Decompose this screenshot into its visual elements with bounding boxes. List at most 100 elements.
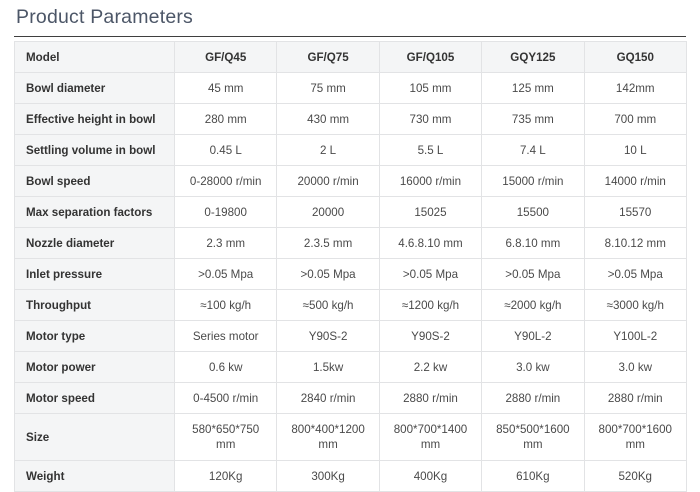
table-cell: 2.2 kw [378, 351, 483, 384]
column-header-2: GF/Q75 [276, 41, 380, 74]
table-cell: 610Kg [481, 460, 585, 492]
table-row: Bowl diameter 45 mm 75 mm 105 mm 125 mm 142mm [14, 72, 687, 105]
column-header-1: GF/Q45 [173, 41, 278, 74]
table-cell: 20000 [276, 196, 380, 229]
table-row: Weight 120Kg 300Kg 400Kg 610Kg 520Kg [14, 460, 687, 492]
table-cell: 15500 [481, 196, 585, 229]
table-cell: 120Kg [173, 460, 278, 492]
row-label: Throughput [14, 289, 175, 322]
column-header-model: Model [14, 41, 175, 74]
table-cell: 14000 r/min [583, 165, 687, 198]
row-label: Motor power [14, 351, 175, 384]
table-cell: 125 mm [481, 72, 585, 105]
table-cell: 800*700*1400 mm [378, 413, 483, 462]
table-cell: 520Kg [583, 460, 687, 492]
table-cell: 15025 [378, 196, 483, 229]
product-parameters-page: Product Parameters Model GF/Q45 GF/Q75 GF/Q… [14, 6, 687, 492]
table-cell: 0-19800 [173, 196, 278, 229]
table-cell: ≈500 kg/h [276, 289, 380, 322]
table-cell: 580*650*750 mm [173, 413, 278, 462]
table-cell: 15570 [583, 196, 687, 229]
table-cell: >0.05 Mpa [173, 258, 278, 291]
table-row: Effective height in bowl 280 mm 430 mm 730 … [14, 103, 687, 136]
row-label: Bowl diameter [14, 72, 175, 105]
table-row: Motor power 0.6 kw 1.5kw 2.2 kw 3.0 kw 3.0 kw [14, 351, 687, 384]
table-cell: 0-4500 r/min [173, 382, 278, 415]
table-row: Throughput ≈100 kg/h ≈500 kg/h ≈1200 kg/h ≈2… [14, 289, 687, 322]
table-cell: Y90S-2 [276, 320, 380, 353]
table-cell: ≈1200 kg/h [378, 289, 483, 322]
table-cell: 5.5 L [378, 134, 483, 167]
table-cell: >0.05 Mpa [276, 258, 380, 291]
table-cell: 75 mm [276, 72, 380, 105]
table-cell: 800*400*1200 mm [276, 413, 380, 462]
table-row: Motor type Series motor Y90S-2 Y90S-2 Y90L-2… [14, 320, 687, 353]
row-label: Motor speed [14, 382, 175, 415]
table-cell: 730 mm [378, 103, 483, 136]
table-cell: 2880 r/min [583, 382, 687, 415]
table-cell: >0.05 Mpa [378, 258, 483, 291]
table-row: Size 580*650*750 mm 800*400*1200 mm 800*700… [14, 413, 687, 462]
row-label: Motor type [14, 320, 175, 353]
table-row: Motor speed 0-4500 r/min 2840 r/min 2880 r/… [14, 382, 687, 415]
column-header-5: GQ150 [583, 41, 687, 74]
row-label: Inlet pressure [14, 258, 175, 291]
table-cell: 280 mm [173, 103, 278, 136]
table-body: Model GF/Q45 GF/Q75 GF/Q105 GQY125 GQ150 Bowl … [14, 41, 687, 492]
table-cell: 2880 r/min [378, 382, 483, 415]
table-cell: Series motor [173, 320, 278, 353]
table-cell: ≈100 kg/h [173, 289, 278, 322]
table-cell: 16000 r/min [378, 165, 483, 198]
row-label: Size [14, 413, 175, 462]
table-cell: 10 L [583, 134, 687, 167]
table-cell: 2 L [276, 134, 380, 167]
row-label: Nozzle diameter [14, 227, 175, 260]
table-cell: 3.0 kw [481, 351, 585, 384]
table-cell: ≈2000 kg/h [481, 289, 585, 322]
table-cell: 142mm [583, 72, 687, 105]
table-cell: 0-28000 r/min [173, 165, 278, 198]
table-cell: 0.45 L [173, 134, 278, 167]
table-cell: >0.05 Mpa [583, 258, 687, 291]
row-label: Effective height in bowl [14, 103, 175, 136]
table-row: Max separation factors 0-19800 20000 15025 1… [14, 196, 687, 229]
table-cell: 4.6.8.10 mm [378, 227, 483, 260]
table-cell: Y90S-2 [378, 320, 483, 353]
table-cell: 105 mm [378, 72, 483, 105]
table-cell: 850*500*1600 mm [481, 413, 585, 462]
table-cell: 300Kg [276, 460, 380, 492]
table-row: Nozzle diameter 2.3 mm 2.3.5 mm 4.6.8.10 mm… [14, 227, 687, 260]
table-cell: 2.3.5 mm [276, 227, 380, 260]
table-row: Bowl speed 0-28000 r/min 20000 r/min 16000 … [14, 165, 687, 198]
table-cell: 430 mm [276, 103, 380, 136]
table-cell: 700 mm [583, 103, 687, 136]
row-label: Bowl speed [14, 165, 175, 198]
table-header-row: Model GF/Q45 GF/Q75 GF/Q105 GQY125 GQ150 [14, 41, 687, 74]
table-cell: 15000 r/min [481, 165, 585, 198]
table-cell: Y100L-2 [583, 320, 687, 353]
table-cell: 45 mm [173, 72, 278, 105]
title-divider [14, 36, 686, 38]
table-cell: 2840 r/min [276, 382, 380, 415]
table-cell: ≈3000 kg/h [583, 289, 687, 322]
table-cell: 8.10.12 mm [583, 227, 687, 260]
table-cell: 6.8.10 mm [481, 227, 585, 260]
column-header-4: GQY125 [481, 41, 585, 74]
table-cell: 735 mm [481, 103, 585, 136]
product-parameters-table: Model GF/Q45 GF/Q75 GF/Q105 GQY125 GQ150 Bowl … [14, 41, 687, 492]
table-cell: >0.05 Mpa [481, 258, 585, 291]
row-label: Settling volume in bowl [14, 134, 175, 167]
row-label: Weight [14, 460, 175, 492]
table-cell: 1.5kw [276, 351, 380, 384]
table-cell: 3.0 kw [583, 351, 687, 384]
table-row: Inlet pressure >0.05 Mpa >0.05 Mpa >0.05 Mp… [14, 258, 687, 291]
table-cell: 7.4 L [481, 134, 585, 167]
page-title: Product Parameters [16, 6, 194, 28]
row-label: Max separation factors [14, 196, 175, 229]
table-cell: 2.3 mm [173, 227, 278, 260]
table-cell: 400Kg [378, 460, 483, 492]
table-cell: 0.6 kw [173, 351, 278, 384]
table-cell: 20000 r/min [276, 165, 380, 198]
table-cell: 2880 r/min [481, 382, 585, 415]
